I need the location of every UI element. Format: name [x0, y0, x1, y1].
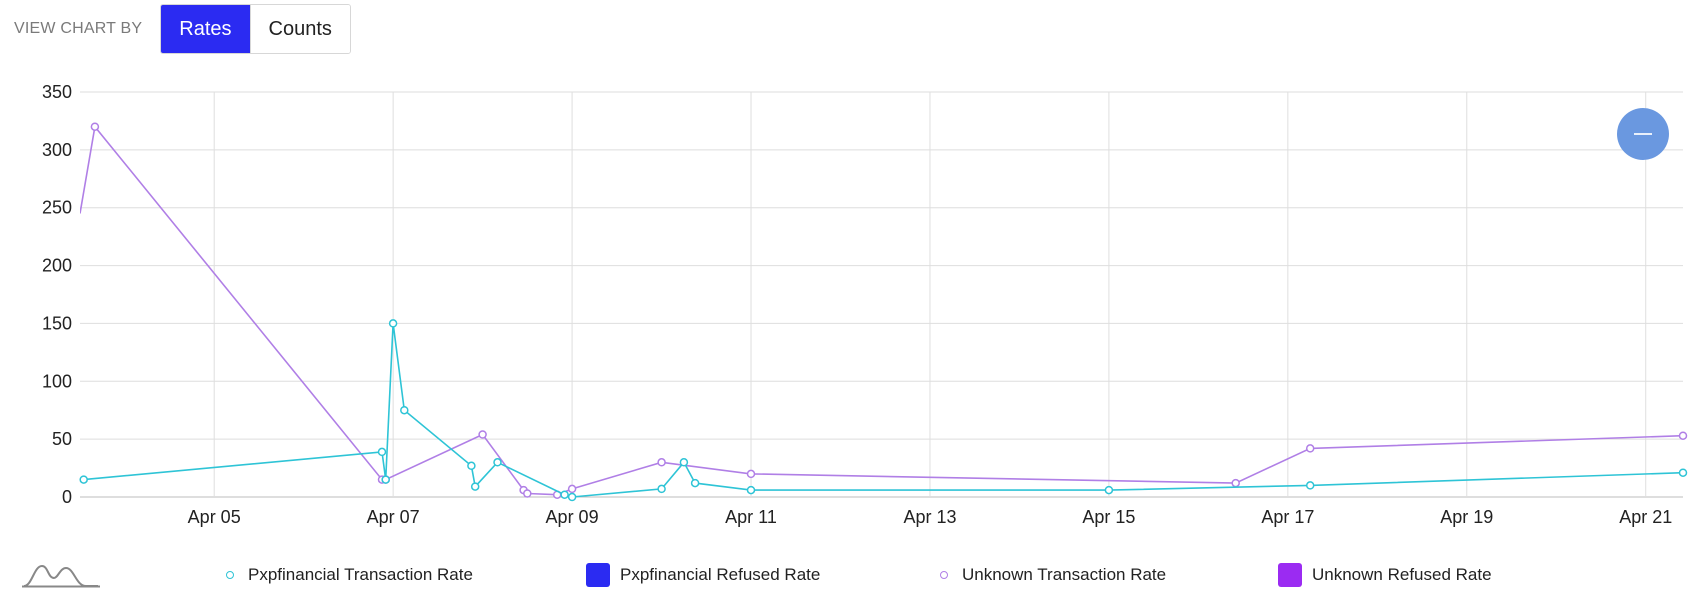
y-tick-label: 200 — [42, 256, 72, 276]
legend-marker-unknown-transaction — [940, 571, 948, 579]
data-point — [567, 484, 577, 494]
view-chart-by-label: VIEW CHART BY — [14, 20, 143, 37]
data-point — [470, 482, 480, 491]
data-point — [690, 478, 700, 488]
x-tick-label: Apr 05 — [188, 507, 241, 527]
data-point — [567, 492, 577, 502]
y-tick-label: 350 — [42, 82, 72, 102]
data-point — [381, 475, 390, 484]
x-tick-label: Apr 21 — [1619, 507, 1672, 527]
data-point — [1678, 431, 1688, 440]
data-point — [657, 484, 666, 494]
y-tick-label: 300 — [42, 140, 72, 160]
line-chart: 0 50 100 150 200 250 300 350 Apr 05 Apr 07 Apr 09 A… — [42, 82, 1688, 527]
y-tick-label: 100 — [42, 371, 72, 391]
data-point — [746, 485, 756, 495]
legend-label-pxp-refused: Pxpfinancial Refused Rate — [620, 565, 821, 584]
legend-item-unknown-transaction[interactable]: Unknown Transaction Rate — [940, 560, 1166, 590]
x-tick-label: Apr 09 — [546, 507, 599, 527]
x-tick-label: Apr 17 — [1261, 507, 1314, 527]
minus-icon[interactable] — [1617, 108, 1669, 160]
legend-marker-unknown-refused — [1278, 563, 1302, 587]
x-tick-label: Apr 15 — [1082, 507, 1135, 527]
data-point — [679, 458, 689, 467]
x-tick-label: Apr 11 — [725, 507, 777, 527]
data-point — [1104, 485, 1114, 495]
navigator-wave-icon[interactable] — [22, 562, 100, 588]
y-tick-label: 50 — [52, 429, 72, 449]
data-point — [1305, 444, 1315, 453]
legend-item-pxp-transaction[interactable]: Pxpfinancial Transaction Rate — [226, 560, 473, 590]
rates-button[interactable]: Rates — [161, 5, 250, 53]
legend-marker-pxp-transaction — [226, 571, 234, 579]
data-point — [79, 475, 88, 484]
data-point — [493, 458, 502, 467]
data-point — [523, 489, 532, 498]
data-point — [1305, 481, 1315, 490]
legend-label-unknown-refused: Unknown Refused Rate — [1312, 565, 1492, 584]
data-point — [377, 447, 387, 457]
data-point — [657, 458, 666, 467]
data-point — [400, 405, 409, 415]
data-point — [1231, 478, 1240, 488]
y-tick-label: 250 — [42, 198, 72, 218]
data-point — [746, 469, 756, 479]
legend-item-unknown-refused[interactable]: Unknown Refused Rate — [1278, 560, 1492, 590]
data-point — [560, 490, 569, 499]
legend-label-pxp-transaction: Pxpfinancial Transaction Rate — [248, 565, 473, 584]
y-tick-label: 0 — [62, 487, 72, 507]
legend-item-pxp-refused[interactable]: Pxpfinancial Refused Rate — [586, 560, 820, 590]
legend-label-unknown-transaction: Unknown Transaction Rate — [962, 565, 1167, 584]
chart-view-toolbar: VIEW CHART BY Rates Counts — [14, 4, 351, 54]
counts-button[interactable]: Counts — [249, 5, 350, 53]
legend-marker-pxp-refused — [586, 563, 610, 587]
data-point — [467, 461, 476, 471]
chart-mode-toggle: Rates Counts — [160, 4, 351, 54]
x-tick-label: Apr 19 — [1440, 507, 1493, 527]
x-tick-label: Apr 07 — [367, 507, 420, 527]
data-point — [90, 122, 100, 131]
data-point — [478, 430, 487, 439]
data-point — [388, 319, 398, 328]
x-tick-label: Apr 13 — [903, 507, 956, 527]
data-point — [1678, 468, 1688, 477]
series-line — [83, 323, 1683, 498]
y-tick-label: 150 — [42, 313, 72, 333]
